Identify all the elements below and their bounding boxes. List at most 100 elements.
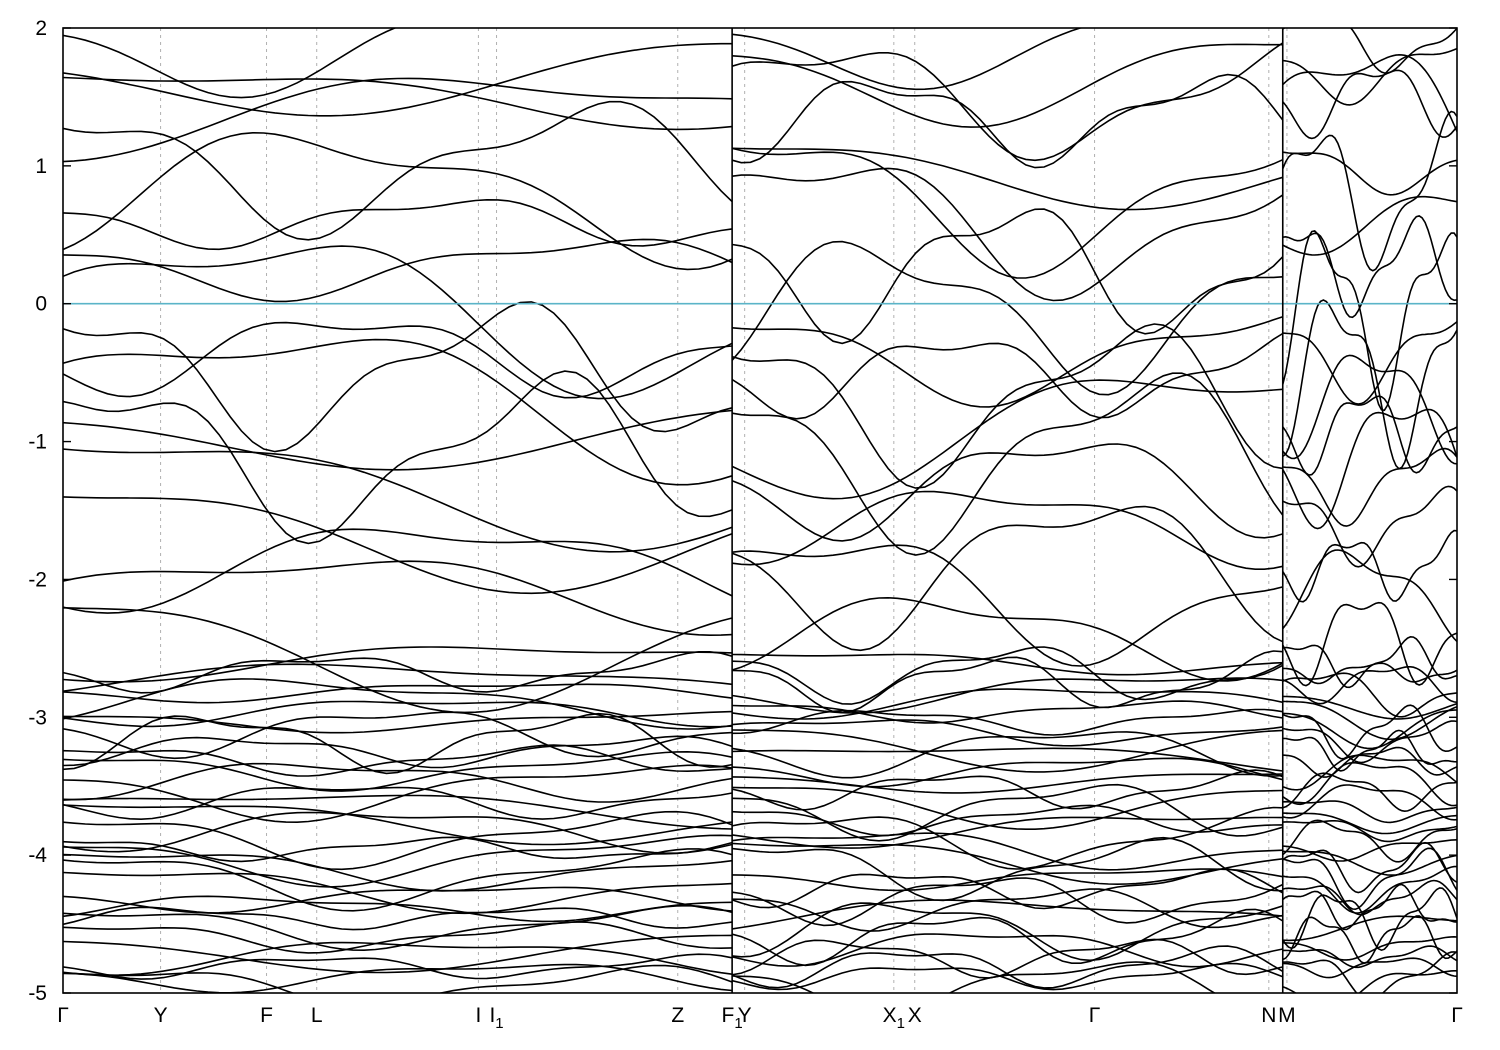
band-line bbox=[63, 338, 733, 486]
band-line bbox=[63, 42, 733, 117]
band-line bbox=[63, 794, 733, 830]
band-line bbox=[63, 245, 733, 400]
band-line bbox=[1282, 935, 1457, 961]
band-line bbox=[732, 888, 1283, 932]
band-line bbox=[732, 786, 1283, 830]
band-line bbox=[1282, 408, 1457, 530]
x-tick-label: Z bbox=[671, 1004, 684, 1027]
band-line bbox=[63, 836, 733, 863]
band-line bbox=[63, 607, 733, 714]
band-line bbox=[1282, 729, 1457, 772]
band-line bbox=[1282, 395, 1457, 476]
band-line bbox=[1282, 695, 1457, 720]
band-line bbox=[1282, 915, 1457, 964]
band-line bbox=[732, 868, 1283, 892]
band-line bbox=[1282, 151, 1457, 196]
band-line bbox=[1282, 957, 1457, 979]
band-line bbox=[1282, 666, 1457, 705]
band-line bbox=[1282, 879, 1457, 916]
band-line bbox=[63, 496, 733, 595]
band-line bbox=[63, 906, 733, 931]
band-line bbox=[63, 764, 733, 824]
x-axis-ticks: Γ Y F L I I1 Z F1Y X1 X Γ N M Γ bbox=[57, 1004, 1463, 1032]
x-tick-label: I1 bbox=[489, 1004, 503, 1032]
band-line bbox=[1282, 447, 1457, 527]
band-line bbox=[63, 804, 733, 846]
x-tick-label: X bbox=[908, 1004, 922, 1027]
band-line bbox=[731, 332, 1284, 420]
band-line bbox=[1282, 754, 1457, 791]
band-line bbox=[63, 76, 733, 131]
band-line bbox=[731, 73, 1284, 169]
band-line bbox=[732, 646, 1284, 705]
band-line bbox=[1282, 321, 1457, 405]
band-line bbox=[63, 786, 733, 821]
band-line bbox=[63, 834, 733, 888]
band-line bbox=[731, 677, 1283, 714]
band-line bbox=[732, 729, 1283, 773]
band-line bbox=[731, 688, 1283, 720]
band-line bbox=[63, 301, 733, 453]
band-line bbox=[63, 370, 733, 545]
band-line bbox=[731, 379, 1283, 500]
band-line bbox=[1282, 47, 1457, 106]
y-tick-label: -3 bbox=[28, 706, 47, 729]
band-line bbox=[1282, 883, 1457, 931]
band-line bbox=[63, 409, 733, 471]
y-tick-label: 0 bbox=[35, 293, 47, 316]
band-line bbox=[732, 783, 1284, 842]
x-tick-label: X1 bbox=[883, 1004, 905, 1032]
band-line bbox=[732, 147, 1284, 211]
band-line bbox=[1282, 720, 1457, 764]
band-line bbox=[732, 842, 1283, 886]
x-tick-label: Y bbox=[154, 1004, 168, 1027]
band-line bbox=[1282, 865, 1457, 914]
band-line bbox=[1282, 841, 1457, 894]
y-tick-label: -5 bbox=[28, 982, 47, 1005]
band-line bbox=[1282, 69, 1457, 140]
band-line bbox=[732, 650, 1283, 714]
band-line bbox=[63, 560, 733, 637]
band-line bbox=[63, 711, 733, 760]
y-tick-label: -4 bbox=[28, 844, 47, 867]
band-line bbox=[63, 528, 733, 614]
band-line bbox=[1282, 215, 1457, 319]
band-line bbox=[63, 683, 733, 704]
band-line bbox=[63, 921, 733, 954]
band-line bbox=[1282, 970, 1457, 993]
band-line bbox=[732, 490, 1283, 570]
band-line bbox=[731, 962, 1284, 991]
band-line bbox=[1282, 635, 1457, 689]
band-line bbox=[732, 902, 1284, 962]
plot-frame bbox=[62, 27, 1458, 994]
band-line bbox=[63, 941, 733, 977]
band-line bbox=[63, 750, 733, 792]
band-line bbox=[732, 316, 1284, 408]
band-line bbox=[63, 663, 733, 692]
band-line bbox=[63, 238, 733, 303]
x-tick-label: L bbox=[311, 1004, 323, 1027]
band-line bbox=[1282, 800, 1457, 824]
band-line bbox=[732, 28, 1084, 91]
x-tick-label: Y bbox=[738, 1004, 752, 1027]
y-tick-label: -2 bbox=[28, 568, 47, 591]
band-line bbox=[63, 77, 733, 163]
band-line bbox=[1282, 704, 1457, 760]
band-line bbox=[731, 877, 1284, 927]
band-line bbox=[732, 708, 1283, 736]
band-line bbox=[731, 938, 1283, 979]
band-line bbox=[63, 762, 733, 803]
band-line bbox=[1282, 820, 1457, 843]
band-line bbox=[1282, 110, 1457, 272]
x-tick-label: M bbox=[1278, 1004, 1296, 1027]
x-tick-label: Γ bbox=[1451, 1004, 1463, 1027]
x-tick-label: F bbox=[260, 1004, 273, 1027]
band-line bbox=[731, 42, 1284, 162]
band-line bbox=[1282, 887, 1457, 952]
band-line bbox=[1282, 709, 1457, 750]
band-line bbox=[63, 448, 733, 553]
band-line bbox=[63, 886, 733, 914]
band-line bbox=[731, 323, 1283, 489]
band-line bbox=[731, 806, 1283, 870]
band-line bbox=[732, 961, 1217, 993]
